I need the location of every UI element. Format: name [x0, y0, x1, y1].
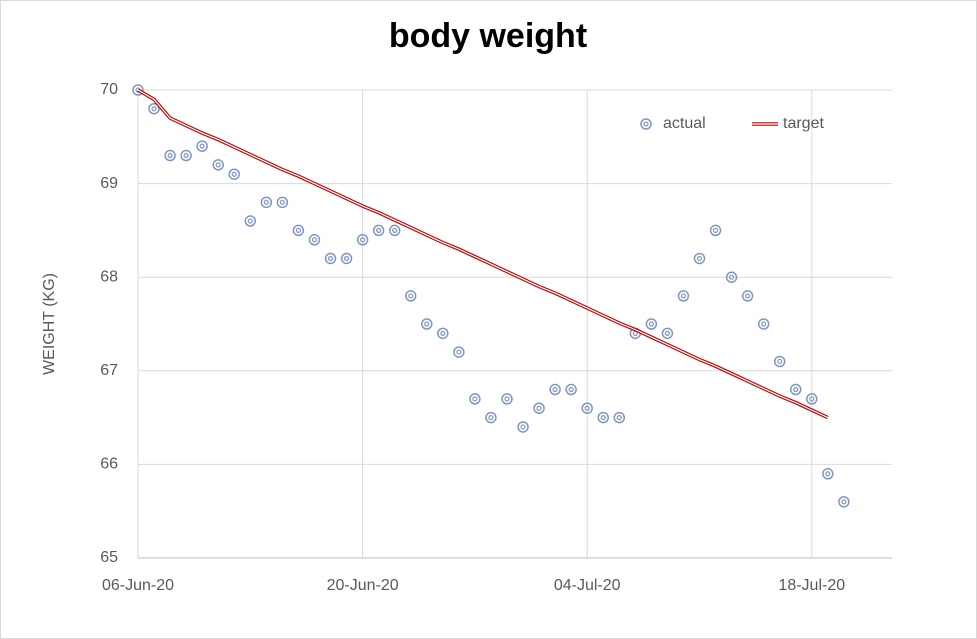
target-line-inner [137, 89, 829, 419]
marker [789, 383, 802, 396]
marker [388, 224, 401, 237]
marker [533, 402, 545, 414]
marker [196, 140, 208, 152]
marker [501, 393, 513, 405]
marker [549, 383, 561, 396]
y-tick-label: 70 [100, 81, 118, 98]
legend-label: actual [663, 115, 706, 132]
marker [356, 234, 369, 246]
marker [725, 271, 738, 283]
marker [640, 118, 652, 130]
marker [613, 411, 626, 424]
x-tick-label: 20-Jun-20 [327, 577, 399, 594]
marker [228, 168, 241, 180]
marker [661, 327, 674, 340]
marker [404, 290, 417, 302]
marker [741, 290, 754, 302]
marker [324, 252, 337, 265]
marker [292, 224, 305, 237]
marker [469, 393, 481, 405]
marker [645, 318, 658, 330]
marker [437, 327, 449, 340]
y-tick-label: 68 [100, 268, 118, 285]
y-tick-label: 66 [100, 456, 118, 473]
marker [485, 411, 497, 424]
marker [276, 196, 289, 209]
marker [822, 468, 834, 480]
marker [581, 402, 593, 414]
chart-title: body weight [389, 17, 587, 55]
marker [308, 234, 321, 246]
marker [806, 393, 818, 405]
x-tick-label: 06-Jun-20 [102, 577, 174, 594]
marker [372, 224, 385, 237]
marker [340, 252, 353, 265]
marker [565, 383, 577, 396]
y-tick-label: 69 [100, 175, 118, 192]
marker [517, 421, 529, 433]
marker [148, 102, 160, 115]
marker [597, 411, 609, 424]
x-tick-label: 04-Jul-20 [554, 577, 621, 594]
y-axis-label: WEIGHT (KG) [41, 273, 58, 375]
marker [677, 290, 690, 302]
marker [709, 224, 722, 237]
y-tick-label: 65 [100, 549, 118, 566]
marker [244, 215, 257, 227]
marker [453, 346, 465, 358]
marker [164, 149, 176, 162]
marker [212, 159, 224, 171]
marker [693, 252, 706, 265]
marker [260, 196, 273, 209]
marker [757, 318, 770, 330]
legend-label: target [783, 115, 824, 132]
x-tick-label: 18-Jul-20 [778, 577, 845, 594]
marker [180, 149, 192, 162]
marker [838, 496, 850, 508]
marker [773, 355, 786, 368]
y-tick-label: 67 [100, 362, 118, 379]
marker [421, 318, 433, 330]
